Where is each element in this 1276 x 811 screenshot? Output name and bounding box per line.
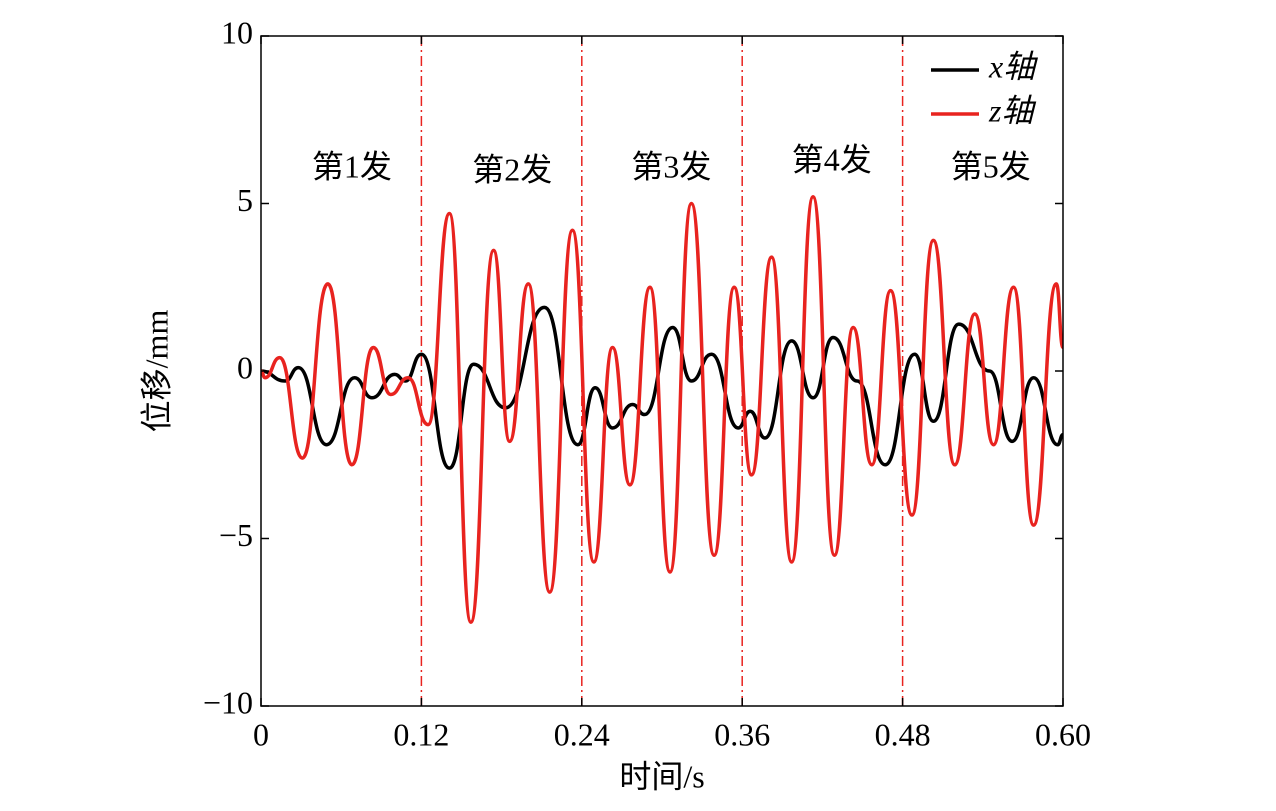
- x-axis-label: 时间/s: [619, 758, 704, 794]
- annotation: 第5发: [951, 148, 1031, 184]
- x-tick-label: 0: [253, 716, 269, 752]
- annotation: 第1发: [312, 148, 392, 184]
- x-tick-label: 0.12: [393, 716, 449, 752]
- series-line: [261, 305, 1063, 470]
- y-tick-label: −5: [219, 517, 253, 553]
- y-axis-label: 位移/mm: [138, 310, 174, 433]
- annotation: 第3发: [631, 148, 711, 184]
- series-line: [261, 195, 1063, 625]
- annotation: 第2发: [472, 152, 552, 188]
- legend-label: x轴: [988, 48, 1038, 84]
- x-tick-label: 0.48: [875, 716, 931, 752]
- y-tick-label: 0: [237, 349, 253, 385]
- x-tick-label: 0.24: [554, 716, 610, 752]
- y-tick-label: −10: [203, 684, 253, 720]
- y-tick-label: 5: [237, 182, 253, 218]
- y-tick-label: 10: [221, 14, 253, 50]
- annotation: 第4发: [792, 142, 872, 178]
- legend-label: z轴: [988, 92, 1036, 128]
- x-tick-label: 0.60: [1035, 716, 1091, 752]
- x-tick-label: 0.36: [714, 716, 770, 752]
